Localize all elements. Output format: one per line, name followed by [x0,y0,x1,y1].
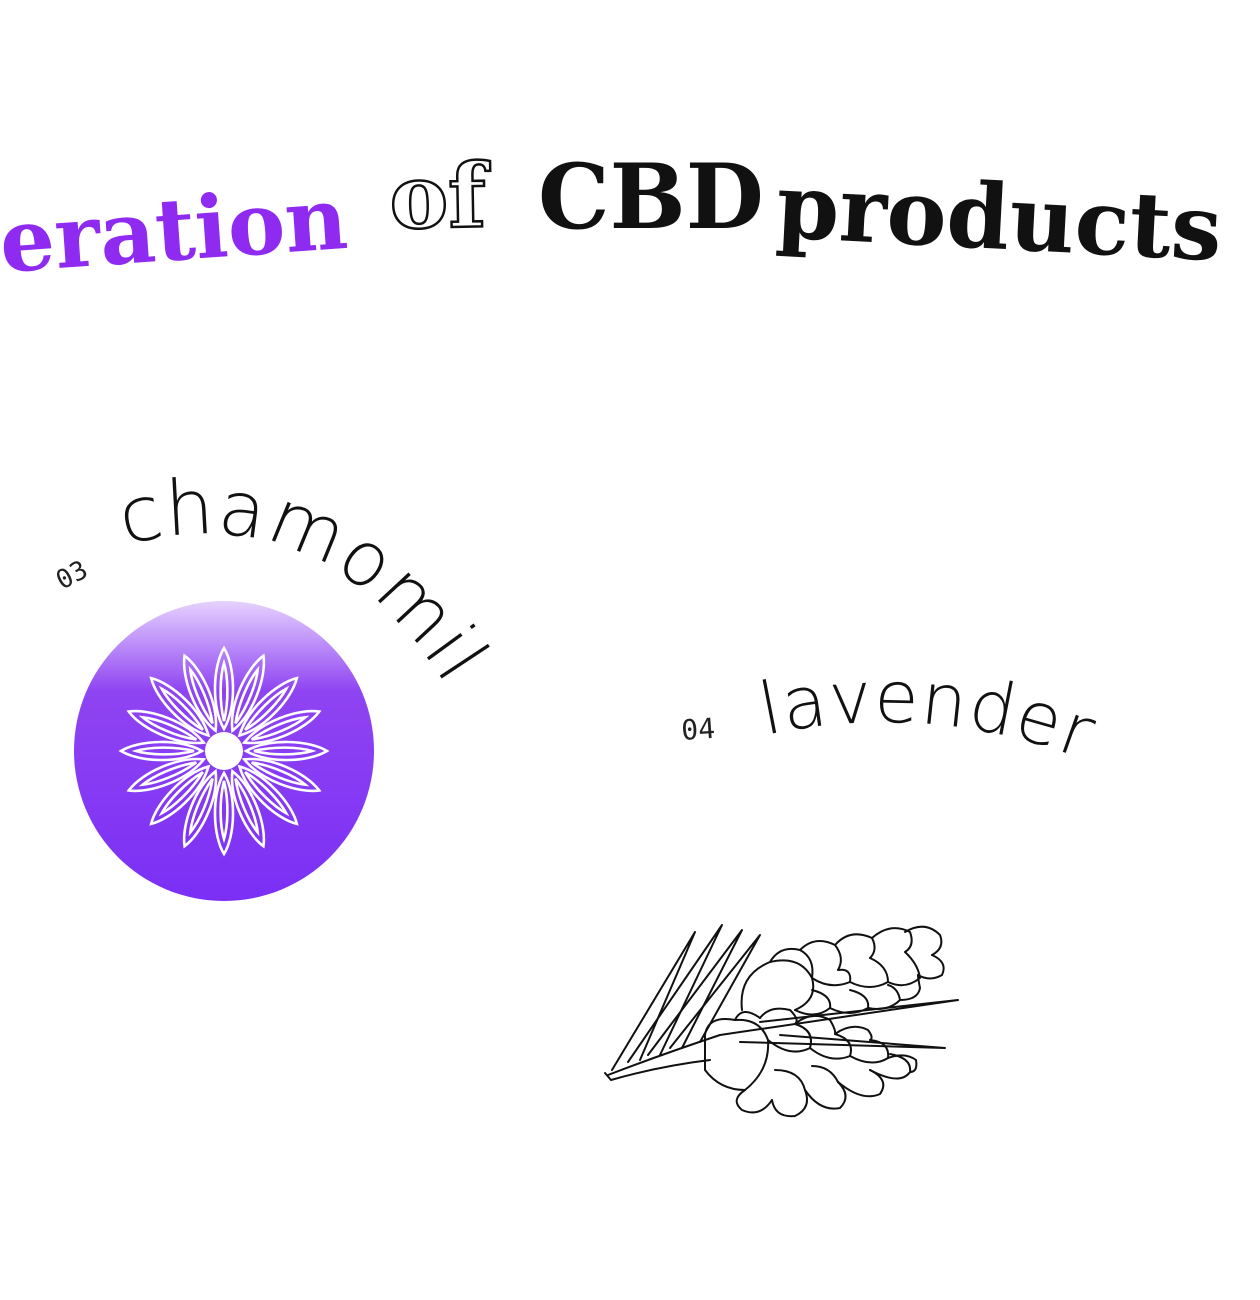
lavender-sprig-icon [605,925,958,1116]
item-number: 03 [51,555,93,596]
headline-word-eration: eration [0,168,351,293]
item-name: chamomile [0,0,506,697]
herb-item-chamomile: 03 chamomile [0,0,506,901]
item-number: 04 [680,712,716,747]
lavender-upper-cluster [742,927,944,1015]
flower-center [205,732,243,770]
headline-word-products: products [774,153,1225,282]
headline: eration of CBD products [0,143,1225,293]
lavender-lower-cluster [705,1009,916,1117]
chamomile-badge [74,601,374,901]
herb-item-lavender: 04 lavender [605,655,1106,1116]
headline-word-cbd: CBD [538,144,764,250]
headline-word-of: of [389,143,492,249]
item-name: lavender [752,655,1106,776]
